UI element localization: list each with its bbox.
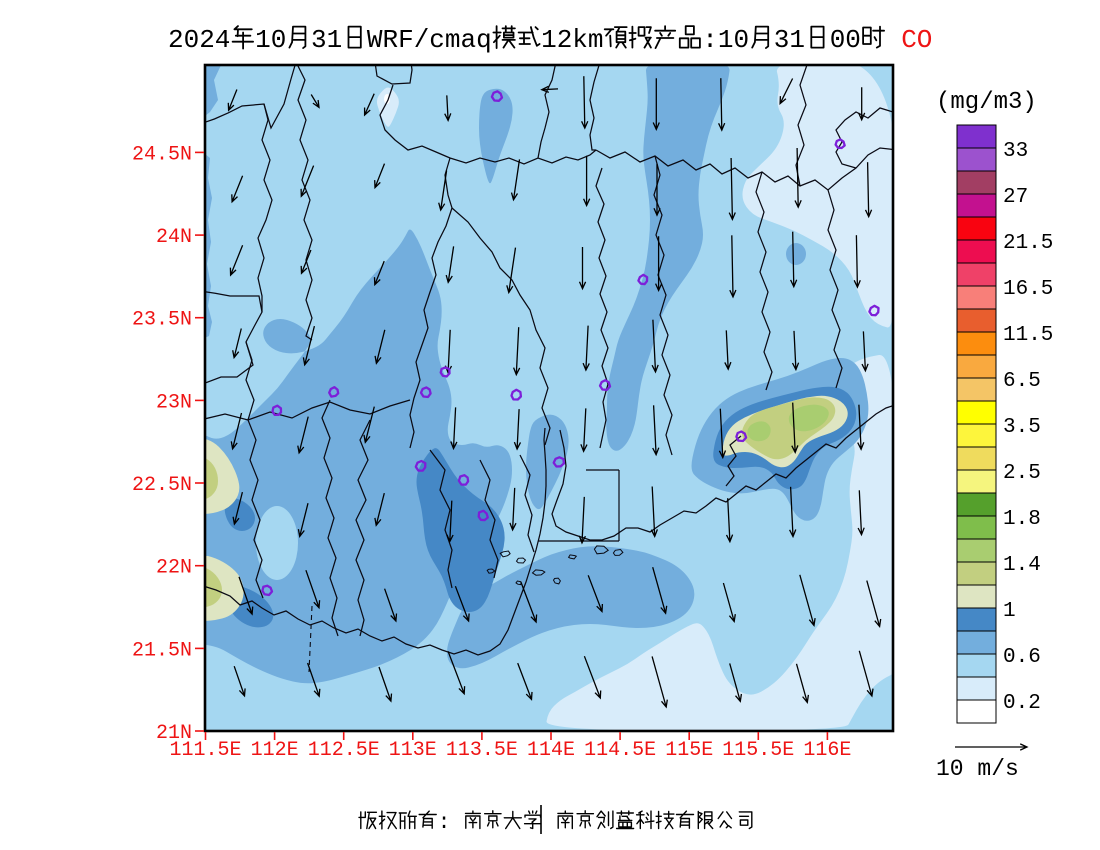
svg-text:21N: 21N [156, 722, 192, 745]
svg-text:2024: 2024 [168, 25, 230, 55]
svg-text:1: 1 [1003, 600, 1016, 623]
svg-text:11.5: 11.5 [1003, 324, 1053, 347]
svg-text:31: 31 [311, 25, 342, 55]
svg-text:114.5E: 114.5E [584, 739, 656, 762]
svg-text:27: 27 [1003, 186, 1028, 209]
svg-text:1.4: 1.4 [1003, 554, 1041, 577]
svg-text:12km: 12km [541, 25, 603, 55]
svg-text:22N: 22N [156, 557, 192, 580]
svg-text:WRF/cmaq: WRF/cmaq [367, 25, 492, 55]
svg-text:CO: CO [886, 25, 933, 55]
svg-text:0.2: 0.2 [1003, 692, 1041, 715]
svg-text:3.5: 3.5 [1003, 416, 1041, 439]
svg-text:112E: 112E [251, 739, 299, 762]
svg-text:00: 00 [830, 25, 861, 55]
svg-text:24.5N: 24.5N [132, 143, 192, 166]
svg-text:0.6: 0.6 [1003, 646, 1041, 669]
svg-text:10: 10 [255, 25, 286, 55]
svg-text:1.8: 1.8 [1003, 508, 1041, 531]
svg-text:111.5E: 111.5E [169, 739, 241, 762]
svg-text:22.5N: 22.5N [132, 474, 192, 497]
svg-text:2.5: 2.5 [1003, 462, 1041, 485]
svg-text:113E: 113E [389, 739, 437, 762]
svg-text:23N: 23N [156, 391, 192, 414]
svg-text:114E: 114E [527, 739, 575, 762]
svg-text::: : [438, 812, 451, 835]
svg-text:10 m/s: 10 m/s [936, 756, 1019, 782]
svg-text:113.5E: 113.5E [446, 739, 518, 762]
svg-text::: : [702, 25, 718, 55]
svg-text:21.5: 21.5 [1003, 232, 1053, 255]
svg-text:(mg/m3): (mg/m3) [936, 89, 1037, 116]
svg-text:33: 33 [1003, 140, 1028, 163]
svg-text:6.5: 6.5 [1003, 370, 1041, 393]
svg-text:16.5: 16.5 [1003, 278, 1053, 301]
svg-text:116E: 116E [803, 739, 851, 762]
svg-text:115E: 115E [665, 739, 713, 762]
svg-text:23.5N: 23.5N [132, 309, 192, 332]
svg-text:31: 31 [774, 25, 805, 55]
svg-text:115.5E: 115.5E [722, 739, 794, 762]
svg-text:112.5E: 112.5E [308, 739, 380, 762]
svg-text:10: 10 [718, 25, 749, 55]
svg-text:21.5N: 21.5N [132, 639, 192, 662]
svg-text:24N: 24N [156, 226, 192, 249]
